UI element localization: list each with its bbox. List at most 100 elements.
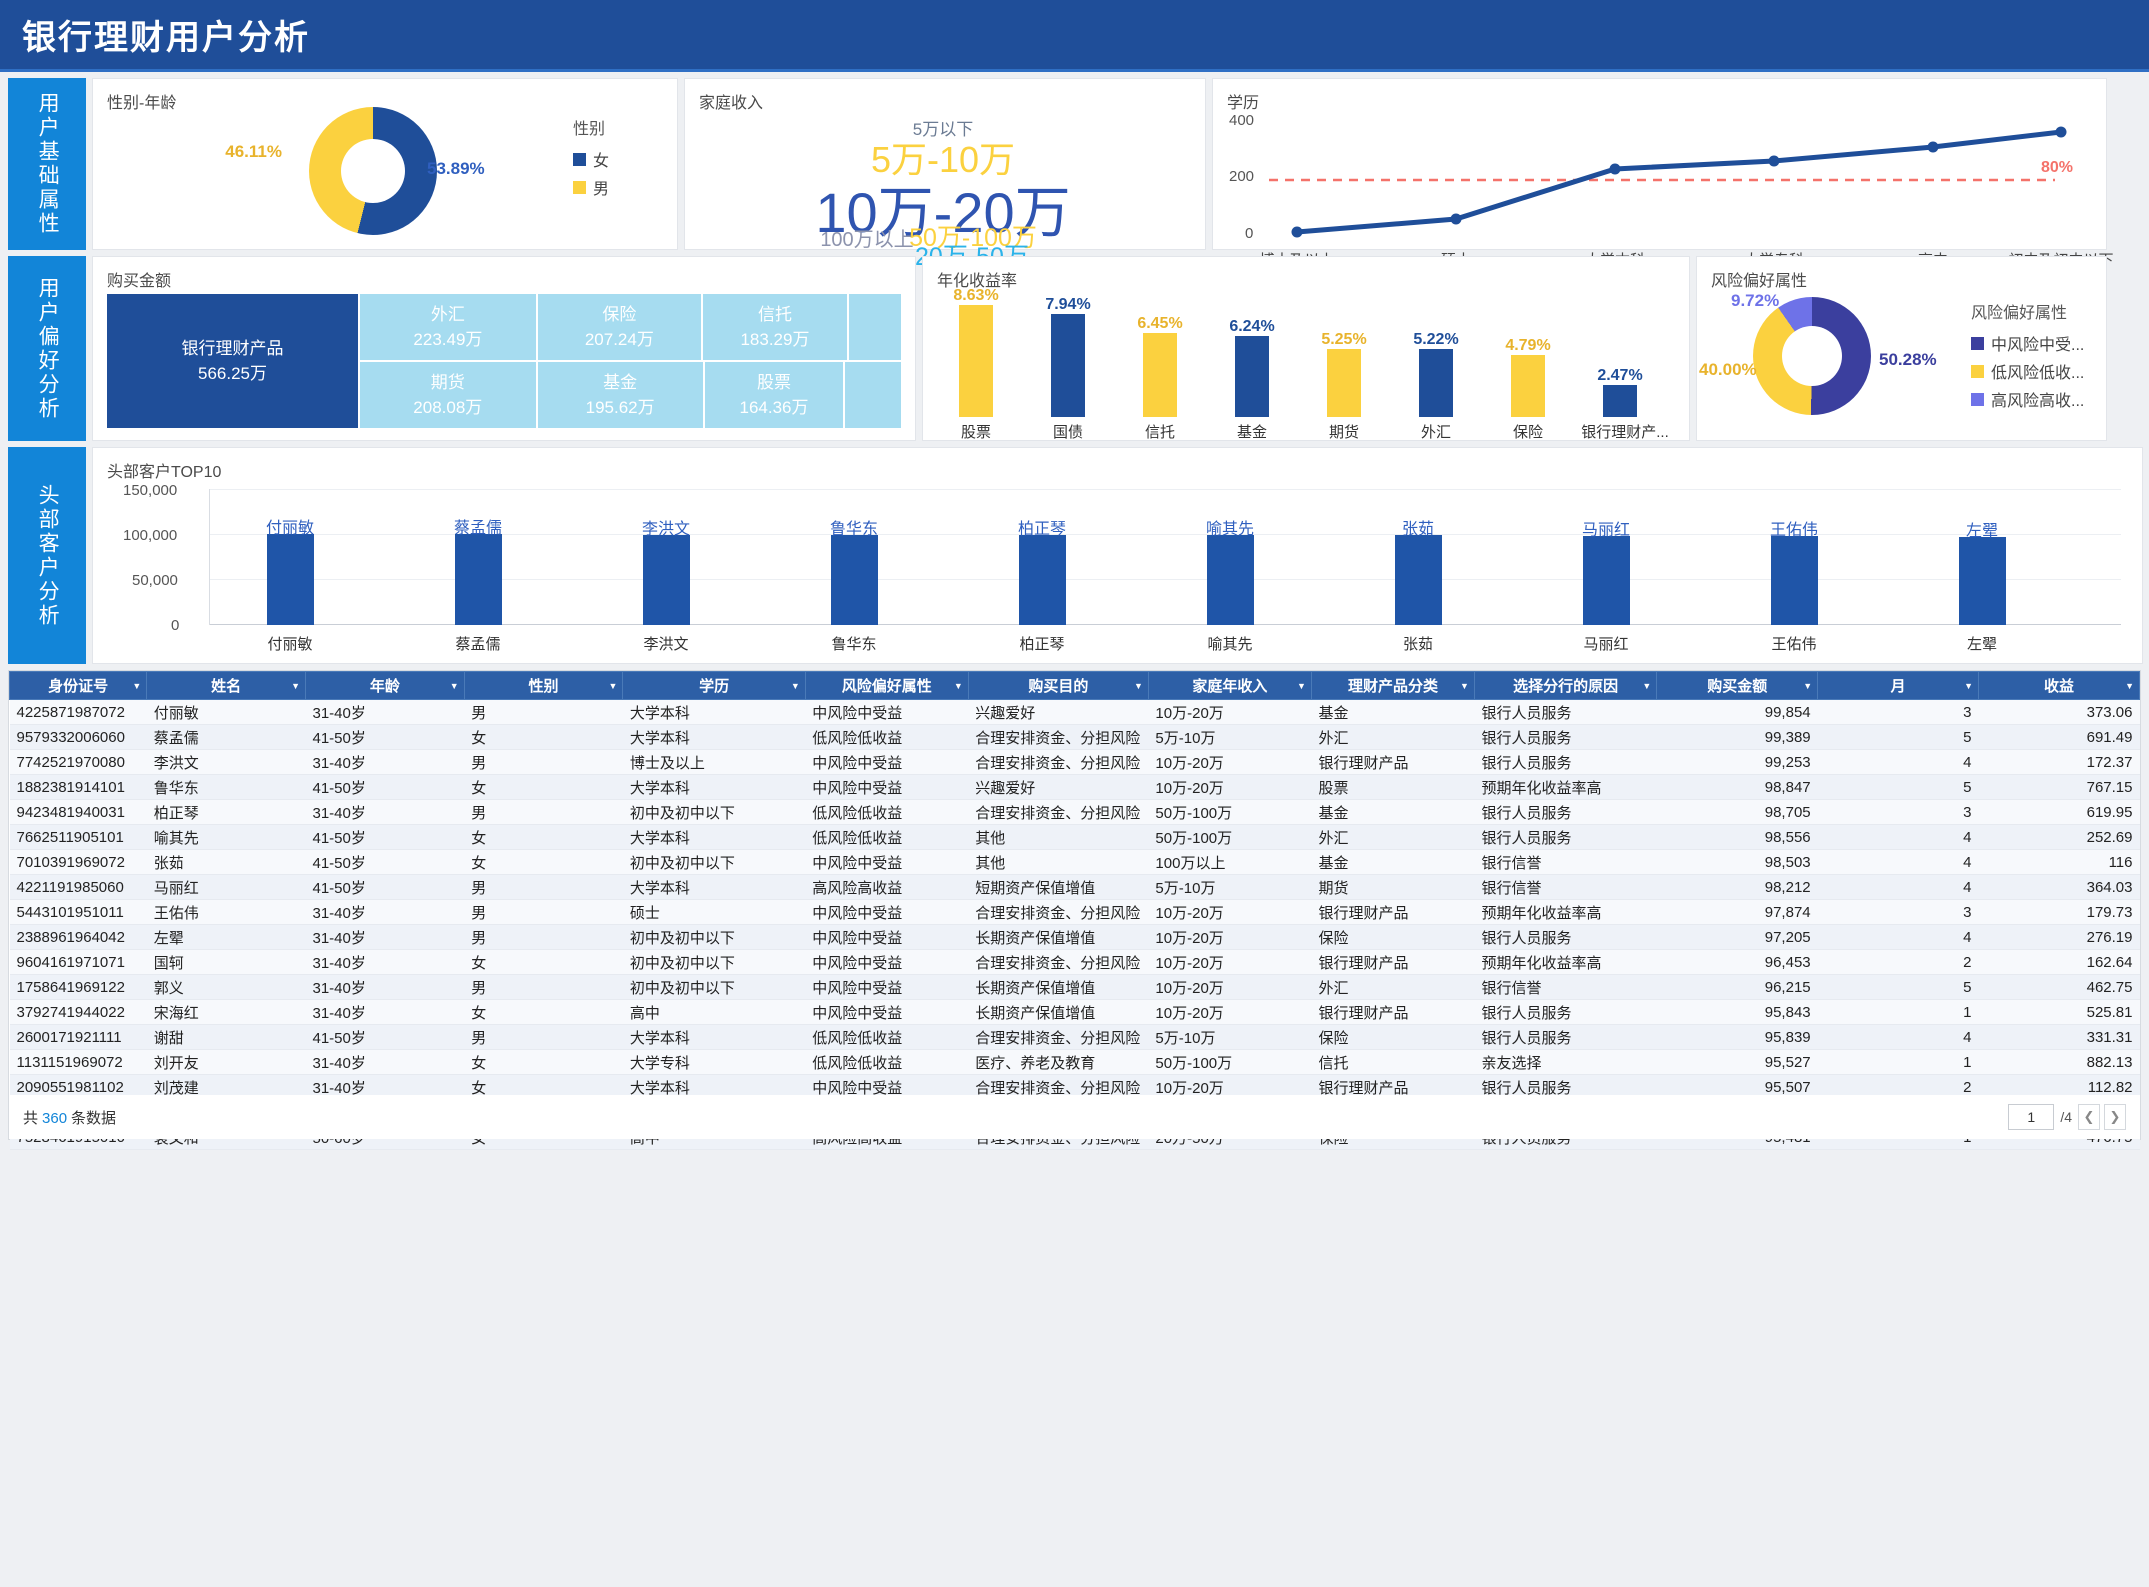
yield-bar-1[interactable] — [1051, 314, 1085, 417]
treemap-value-fund: 195.62万 — [585, 398, 655, 417]
chevron-left-icon[interactable]: ❮ — [2078, 1104, 2100, 1130]
table-row[interactable]: 7662511905101 喻其先 41-50岁女大学本科 低风险低收益 其他 50万-1… — [9, 824, 2140, 850]
treemap-cell-futures[interactable]: 期货 208.08万 — [359, 361, 537, 429]
top10-bar-0[interactable] — [267, 534, 314, 625]
page-number-input[interactable]: 1 — [2008, 1104, 2055, 1130]
legend-item-male[interactable]: 男 — [573, 175, 609, 199]
top10-bar-6[interactable] — [1395, 535, 1442, 625]
cloud-word-4[interactable]: 100万以上 — [820, 229, 914, 251]
chevron-down-icon[interactable]: ▼ — [1642, 680, 1652, 691]
section-tab-user-preference[interactable]: 用户偏好分析 — [8, 256, 86, 441]
table-cell-9: 银行人员服务 — [1474, 724, 1657, 750]
yield-bar-0[interactable] — [959, 305, 993, 417]
app-header: 银行理财用户分析 — [0, 0, 2149, 72]
top10-bar-7[interactable] — [1583, 536, 1630, 625]
treemap-label-trust: 信托 — [757, 304, 792, 324]
yield-bar-6[interactable] — [1511, 355, 1545, 417]
top10-bar-5[interactable] — [1207, 535, 1254, 625]
yield-bar-7[interactable] — [1603, 385, 1637, 417]
top10-bar-8[interactable] — [1771, 536, 1818, 625]
table-row[interactable]: 4225871987072 付丽敏 31-40岁男大学本科 中风险中受益 兴趣爱好 10万… — [9, 699, 2140, 725]
yield-bar-2[interactable] — [1143, 333, 1177, 417]
table-row[interactable]: 4221191985060 马丽红 41-50岁男大学本科 高风险高收益 短期资产保值增… — [9, 874, 2140, 900]
chevron-down-icon[interactable]: ▼ — [1964, 680, 1974, 691]
legend-item-mid-risk[interactable]: 中风险中受... — [1971, 331, 2084, 355]
top10-bar-1[interactable] — [455, 534, 502, 625]
table-header-7[interactable]: 家庭年收入 ▼ — [1147, 671, 1312, 700]
table-row[interactable]: 5443101951011 王佑伟 31-40岁男硕士 中风险中受益 合理安排资金、分担… — [9, 899, 2140, 925]
gridline-50000 — [210, 579, 2121, 580]
table-header-2[interactable]: 年龄 ▼ — [304, 671, 465, 700]
chevron-down-icon[interactable]: ▼ — [1297, 680, 1306, 691]
table-row[interactable]: 7742521970080 李洪文 31-40岁男博士及以上 中风险中受益 合理安排资金… — [9, 749, 2140, 775]
chevron-down-icon[interactable]: ▼ — [291, 680, 300, 691]
table-cell-8: 基金 — [1311, 699, 1475, 725]
table-cell-11: 3 — [1817, 899, 1979, 925]
treemap-cell-fund[interactable]: 基金 195.62万 — [536, 361, 704, 429]
table-header-6[interactable]: 购买目的 ▼ — [967, 671, 1149, 700]
table-header-10[interactable]: 购买金额 ▼ — [1656, 671, 1819, 700]
treemap-cell-insurance[interactable]: 保险 207.24万 — [536, 293, 702, 361]
table-header-0[interactable]: 身份证号 ▼ — [8, 671, 148, 700]
treemap-value-stock: 164.36万 — [739, 398, 809, 417]
top10-bar-3[interactable] — [831, 535, 878, 625]
treemap-cell-stock[interactable]: 股票 164.36万 — [703, 361, 845, 429]
yield-value-6: 4.79% — [1505, 337, 1551, 354]
cloud-word-1[interactable]: 5万-10万 — [870, 139, 1016, 180]
treemap-cell-forex[interactable]: 外汇 223.49万 — [359, 293, 537, 361]
cloud-word-3[interactable]: 50万-100万 — [909, 224, 1037, 252]
table-row[interactable]: 9579332006060 蔡孟儒 41-50岁女大学本科 低风险低收益 合理安排资金、… — [9, 724, 2140, 750]
table-header-1[interactable]: 姓名 ▼ — [146, 671, 306, 700]
table-cell-9: 银行人员服务 — [1474, 824, 1657, 850]
yield-bar-4[interactable] — [1327, 349, 1361, 417]
top10-bar-2[interactable] — [643, 535, 690, 625]
table-row[interactable]: 2388961964042 左翚 31-40岁男初中及初中以下 中风险中受益 长期资产保… — [9, 924, 2140, 950]
chevron-down-icon[interactable]: ▼ — [953, 680, 963, 691]
chevron-down-icon[interactable]: ▼ — [1134, 680, 1143, 691]
table-header-9[interactable]: 选择分行的原因 ▼ — [1473, 671, 1658, 700]
table-cell-3: 男 — [464, 749, 623, 775]
table-header-8[interactable]: 理财产品分类 ▼ — [1310, 671, 1475, 700]
table-row[interactable]: 1758641969122 郭义 31-40岁男初中及初中以下 中风险中受益 长期资产保… — [9, 974, 2140, 1000]
table-cell-4: 大学本科 — [622, 874, 806, 900]
legend-item-high-risk[interactable]: 高风险高收... — [1971, 387, 2084, 411]
cloud-word-0[interactable]: 5万以下 — [912, 120, 974, 139]
table-row[interactable]: 9423481940031 柏正琴 31-40岁男初中及初中以下 低风险低收益 合理安排… — [9, 799, 2140, 825]
cloud-word-2[interactable]: 10万-20万 — [815, 181, 1071, 244]
table-header-label-9: 选择分行的原因 — [1513, 678, 1619, 695]
table-header-5[interactable]: 风险偏好属性 ▼ — [804, 671, 969, 700]
top10-bar-4[interactable] — [1019, 535, 1066, 625]
table-row[interactable]: 1131151969072 刘开友 31-40岁女大学专科 低风险低收益 医疗、养老及教… — [9, 1049, 2140, 1075]
treemap-cell-bank[interactable]: 银行理财产品 566.25万 — [106, 293, 359, 429]
chevron-down-icon[interactable]: ▼ — [608, 680, 618, 691]
table-header-4[interactable]: 学历 ▼ — [622, 671, 806, 700]
table-row[interactable]: 9604161971071 国轲 31-40岁女初中及初中以下 中风险中受益 合理安排资… — [9, 949, 2140, 975]
chevron-down-icon[interactable]: ▼ — [1460, 680, 1469, 691]
table-header-12[interactable]: 收益 ▼ — [1978, 671, 2140, 700]
section-tab-top-customers[interactable]: 头部客户分析 — [8, 447, 86, 664]
table-row[interactable]: 2600171921111 谢甜 41-50岁男大学本科 低风险低收益 合理安排资金、分… — [9, 1024, 2140, 1050]
yield-cat-2: 信托 — [1144, 424, 1176, 441]
table-row[interactable]: 1882381914101 鲁华东 41-50岁女大学本科 中风险中受益 兴趣爱好 10万… — [9, 774, 2140, 800]
chevron-down-icon[interactable]: ▼ — [449, 680, 459, 691]
legend-item-female[interactable]: 女 — [573, 147, 609, 171]
table-header-11[interactable]: 月 ▼ — [1817, 671, 1980, 700]
pagination[interactable]: 1 /4 ❮ ❯ — [2008, 1104, 2126, 1130]
chevron-down-icon[interactable]: ▼ — [790, 680, 800, 691]
legend-item-low-risk[interactable]: 低风险低收... — [1971, 359, 2084, 383]
treemap-value-bank: 566.25万 — [198, 364, 267, 383]
table-cell-11: 2 — [1817, 949, 1979, 975]
yield-bar-3[interactable] — [1235, 336, 1269, 417]
section-tab-user-basic[interactable]: 用户基础属性 — [8, 78, 86, 250]
yield-value-2: 6.45% — [1137, 315, 1183, 332]
table-row[interactable]: 3792741944022 宋海红 31-40岁女高中 中风险中受益 长期资产保值增值 1… — [9, 999, 2140, 1025]
yield-bar-5[interactable] — [1419, 349, 1453, 417]
chevron-right-icon[interactable]: ❯ — [2104, 1104, 2126, 1130]
chevron-down-icon[interactable]: ▼ — [132, 680, 142, 691]
top10-bar-9[interactable] — [1959, 537, 2006, 625]
table-row[interactable]: 7010391969072 张茹 41-50岁女初中及初中以下 中风险中受益 其他 100… — [9, 849, 2140, 875]
chevron-down-icon[interactable]: ▼ — [2125, 680, 2134, 691]
chevron-down-icon[interactable]: ▼ — [1803, 680, 1813, 691]
treemap-cell-trust[interactable]: 信托 183.29万 — [701, 293, 849, 361]
table-header-3[interactable]: 性别 ▼ — [463, 671, 624, 700]
